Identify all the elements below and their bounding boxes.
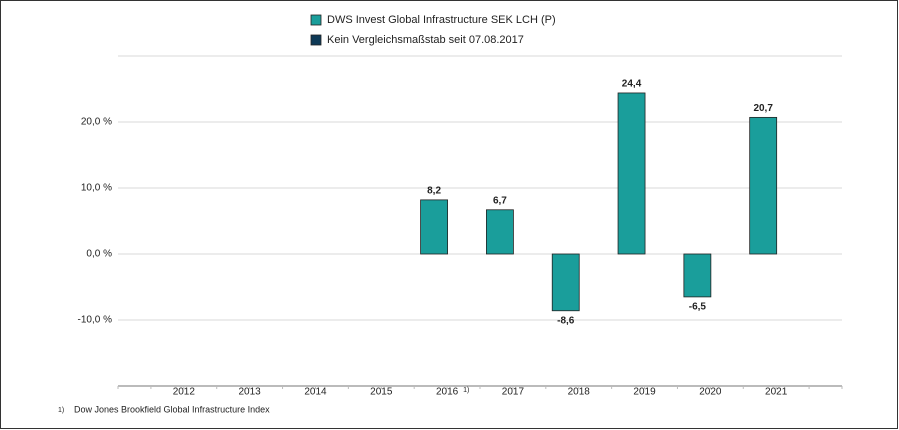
bar (749, 116, 778, 255)
x-tick-label: 2015 (370, 387, 393, 398)
data-label: 24,4 (622, 79, 642, 90)
data-label: 20,7 (753, 103, 773, 114)
y-tick-label: 0,0 % (86, 249, 112, 260)
x-tick-label: 2019 (633, 387, 656, 398)
y-tick-label: -10,0 % (78, 315, 113, 326)
bar (420, 199, 448, 255)
x-tick-label: 2021 (765, 387, 788, 398)
x-tick-label: 2013 (239, 387, 262, 398)
x-tick-label: 2016 (436, 387, 459, 398)
legend-swatch (310, 14, 322, 26)
data-label: -6,5 (689, 302, 707, 313)
footnote-ref: 1) (463, 387, 469, 394)
y-tick-label: 10,0 % (81, 183, 112, 194)
x-tick-label: 2017 (502, 387, 525, 398)
bar (617, 92, 646, 255)
footnote-marker: 1) (58, 407, 64, 414)
data-label: 6,7 (493, 195, 507, 206)
x-tick-label: 2012 (173, 387, 196, 398)
bar (683, 253, 712, 298)
y-tick-label: 20,0 % (81, 117, 112, 128)
bar (486, 209, 514, 255)
x-tick-label: 2018 (568, 387, 591, 398)
x-tick-label: 2020 (699, 387, 722, 398)
footnote: Dow Jones Brookfield Global Infrastructu… (74, 404, 270, 414)
x-tick-label: 2014 (304, 387, 327, 398)
data-label: 8,2 (427, 186, 441, 197)
bar (551, 253, 580, 312)
legend-label: DWS Invest Global Infrastructure SEK LCH… (327, 14, 556, 26)
legend-swatch (310, 34, 322, 46)
legend-label: Kein Vergleichsmaßstab seit 07.08.2017 (327, 34, 524, 46)
data-label: -8,6 (557, 315, 575, 326)
